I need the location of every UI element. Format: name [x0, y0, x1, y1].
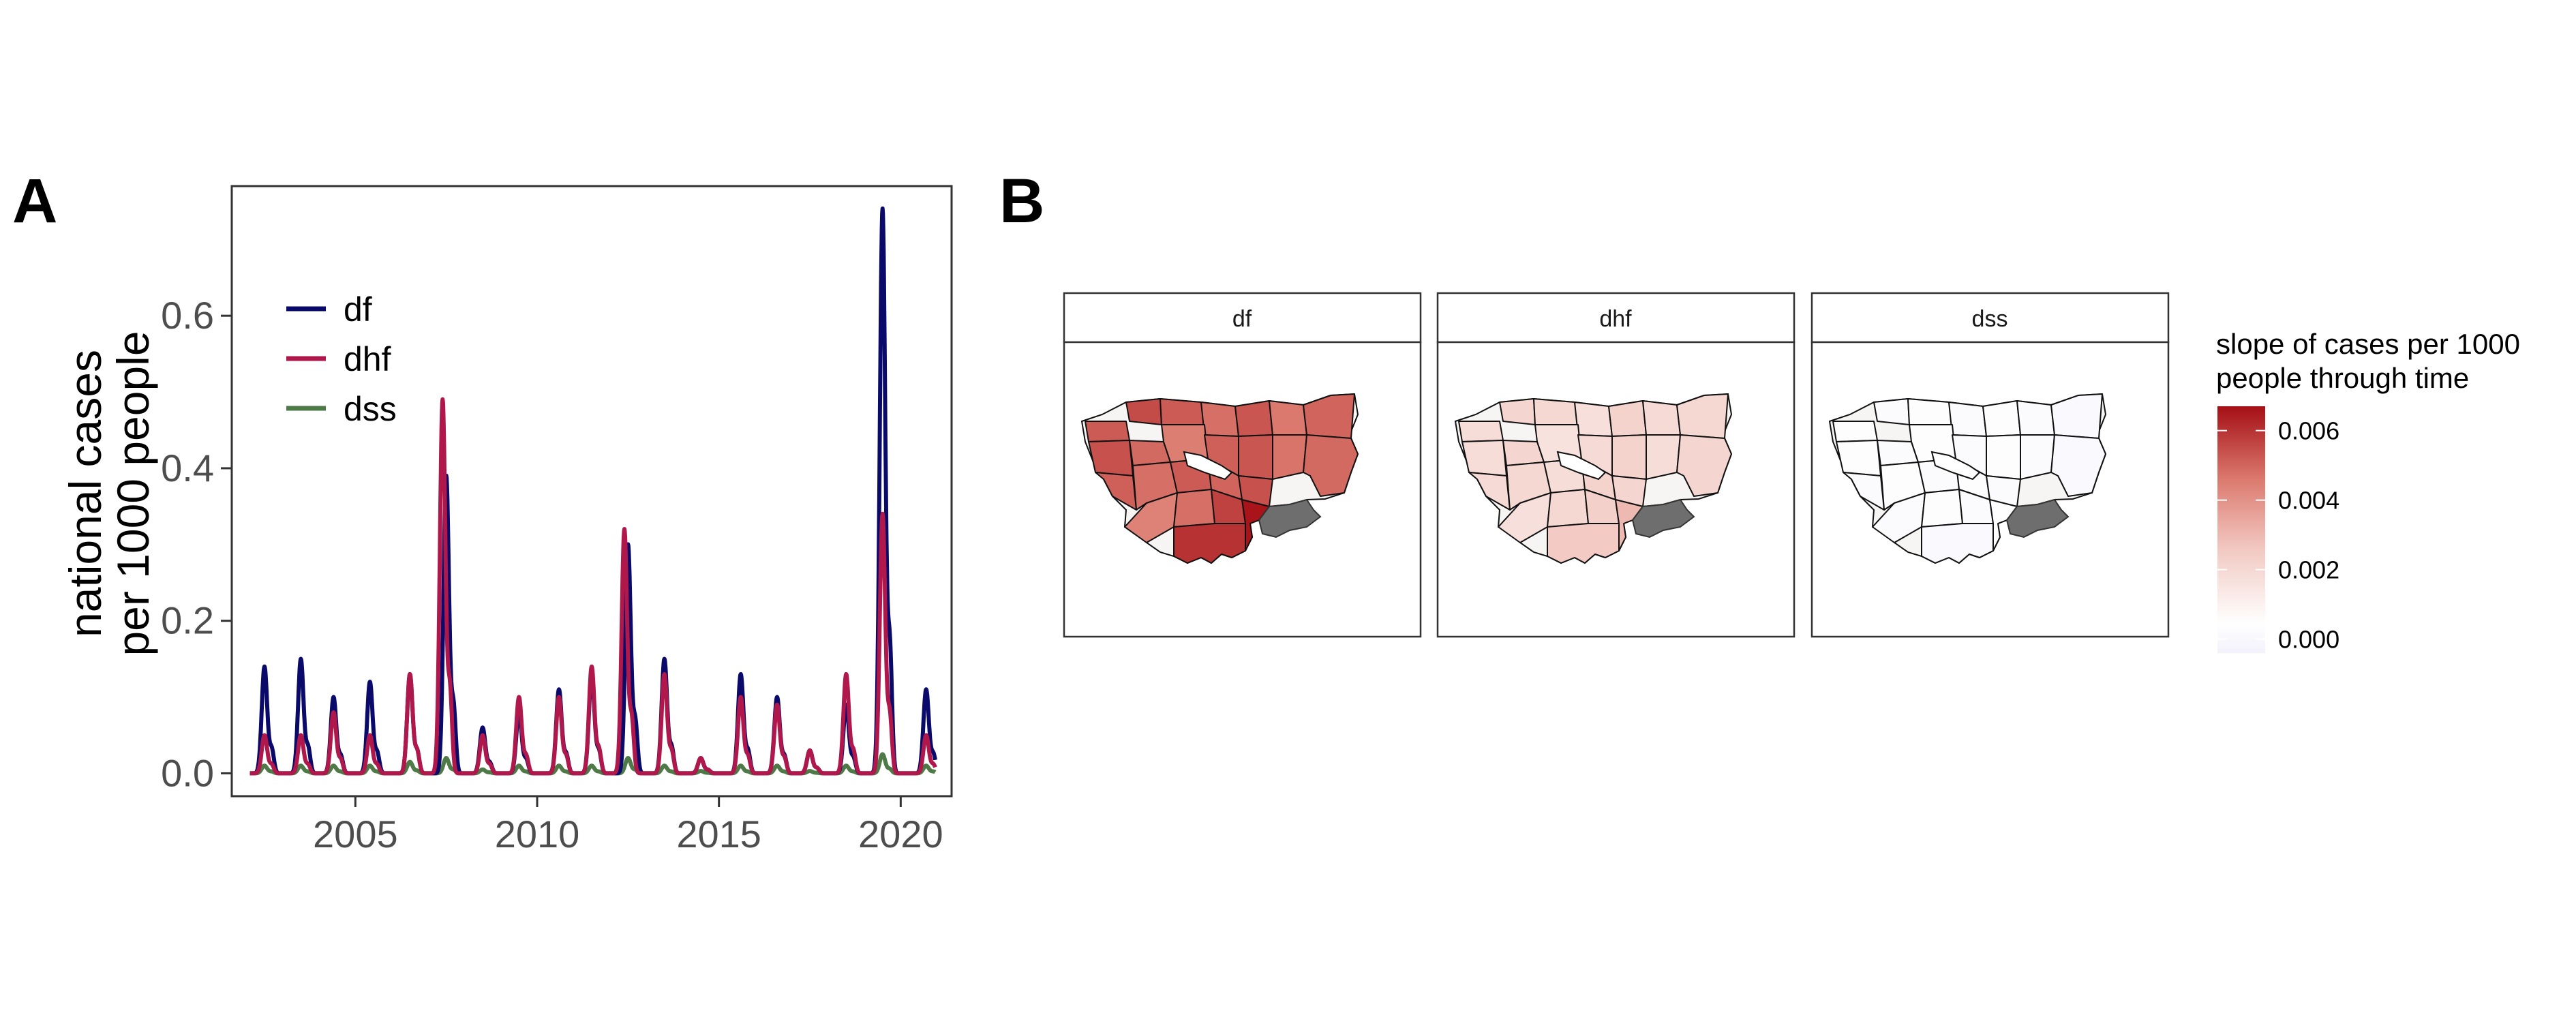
facet-dss: dss — [1810, 292, 2170, 638]
province — [1458, 421, 1504, 442]
x-tick-label: 2020 — [858, 813, 943, 855]
province — [1269, 400, 1307, 436]
x-tick-label: 2005 — [313, 813, 398, 855]
province — [1088, 440, 1134, 476]
y-axis-title-line2: per 1000 people — [108, 331, 158, 656]
province — [1836, 440, 1881, 476]
colorbar-tick-label: 0.006 — [2278, 417, 2339, 445]
colorbar-gradient — [2217, 406, 2265, 653]
province — [1574, 402, 1613, 437]
province — [1986, 434, 2021, 480]
facet-df: df — [1063, 292, 1422, 638]
province — [1676, 434, 1732, 497]
province-map-dhf — [1454, 393, 1733, 564]
colorbar-ticks: 0.000 0.002 0.004 0.006 — [2217, 417, 2339, 654]
province — [1832, 421, 1878, 442]
province — [1200, 402, 1239, 437]
province — [1160, 398, 1205, 425]
province — [1125, 398, 1162, 425]
facet-label-dss: dss — [1972, 306, 2008, 332]
colorbar-tick-label: 0.002 — [2278, 556, 2339, 584]
province-missing-data — [1631, 498, 1695, 539]
province — [1303, 393, 1355, 439]
colorbar: slope of cases per 1000 people through t… — [2216, 328, 2520, 654]
province — [1921, 523, 1994, 564]
y-tick-label: 0.0 — [161, 751, 214, 794]
y-tick-label: 0.4 — [161, 446, 214, 489]
province — [1173, 489, 1215, 528]
facet-dhf: dhf — [1436, 292, 1795, 638]
province — [2020, 434, 2055, 480]
colorbar-title-line2: people through time — [2216, 362, 2469, 394]
legend: df dhf dss — [286, 290, 397, 428]
province — [2016, 400, 2055, 436]
province — [1982, 400, 2021, 437]
series-line-dhf — [248, 397, 937, 776]
province — [1907, 398, 1953, 425]
province — [1676, 393, 1729, 439]
facet-strip-df — [1063, 292, 1422, 344]
province — [1608, 400, 1647, 437]
colorbar-tick-label: 0.004 — [2278, 487, 2339, 515]
legend-label-df: df — [344, 290, 372, 329]
facet-strip-dhf — [1436, 292, 1795, 344]
province — [1499, 398, 1536, 425]
series-lines — [248, 206, 937, 776]
province — [1238, 434, 1273, 480]
province — [1272, 434, 1307, 480]
x-tick-label: 2015 — [676, 813, 761, 855]
panel-b-letter: B — [999, 166, 1044, 236]
y-ticks: 0.0 0.2 0.4 0.6 — [161, 294, 232, 794]
province — [1303, 434, 1359, 497]
province — [1646, 434, 1681, 480]
province — [1085, 421, 1130, 442]
province-missing-data — [1258, 498, 1322, 539]
province-missing-data — [2005, 498, 2070, 539]
y-axis-title-line1: national cases — [60, 350, 110, 637]
lake — [1556, 451, 1607, 481]
colorbar-tick-label: 0.000 — [2278, 626, 2339, 654]
province — [1234, 400, 1273, 437]
province — [1642, 400, 1681, 436]
y-tick-label: 0.2 — [161, 599, 214, 642]
colorbar-title-line1: slope of cases per 1000 — [2216, 328, 2520, 360]
province — [1921, 489, 1963, 528]
x-tick-label: 2010 — [495, 813, 580, 855]
province — [1533, 398, 1579, 425]
province — [1547, 523, 1620, 564]
province — [1468, 472, 1511, 511]
lake — [1930, 451, 1981, 481]
province — [1611, 434, 1647, 480]
province — [1173, 523, 1246, 564]
province — [1873, 398, 1910, 425]
facet-label-df: df — [1232, 306, 1252, 332]
province — [1948, 402, 1987, 437]
province — [1095, 472, 1137, 511]
facet-label-dhf: dhf — [1599, 306, 1632, 332]
province — [1843, 472, 1885, 511]
province — [2050, 434, 2106, 497]
lake — [1183, 451, 1233, 481]
x-ticks: 2005 2010 2015 2020 — [313, 796, 943, 855]
province-map-df — [1080, 393, 1359, 564]
legend-label-dss: dss — [344, 390, 397, 428]
province-map-dss — [1828, 393, 2107, 564]
province — [2050, 393, 2103, 439]
province — [1461, 440, 1507, 476]
y-tick-label: 0.6 — [161, 294, 214, 337]
legend-label-dhf: dhf — [344, 340, 391, 378]
panel-a-letter: A — [12, 166, 57, 236]
line-chart-panel: 0.0 0.2 0.4 0.6 2005 2010 2015 2020 national c… — [60, 185, 953, 855]
province — [1547, 489, 1589, 528]
facet-strip-dss — [1810, 292, 2170, 344]
